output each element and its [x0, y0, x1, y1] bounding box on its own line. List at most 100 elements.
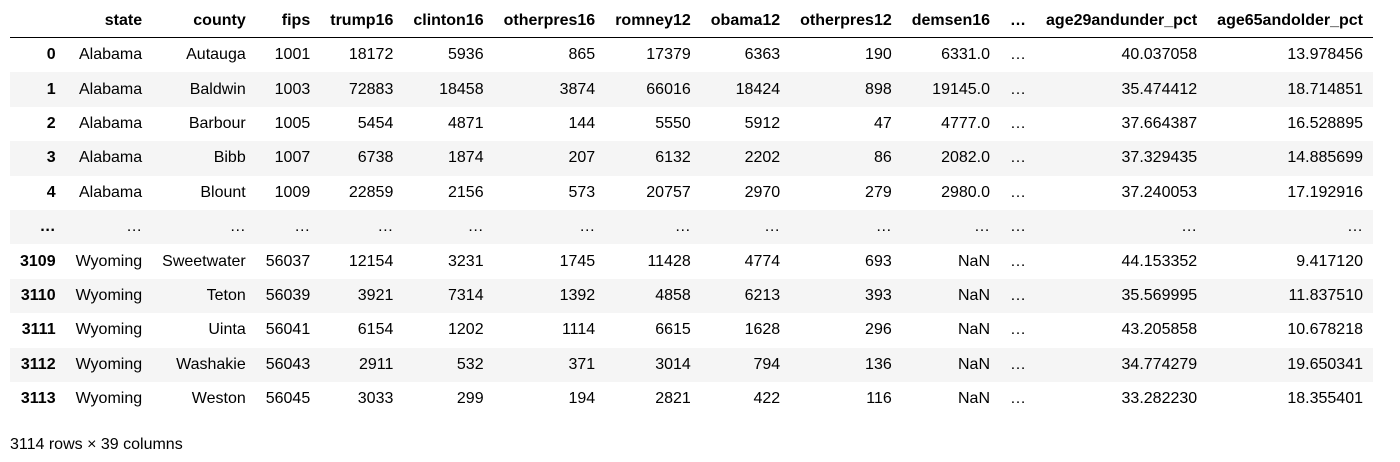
table-row: 3 Alabama Bibb 1007 6738 1874 207 6132 2202 86 208…: [10, 141, 1373, 176]
table-cell: 794: [753, 355, 781, 373]
table-cell: 6213: [744, 286, 781, 304]
table-cell: 898: [865, 80, 892, 98]
table-cell: 86: [873, 149, 892, 167]
table-cell: 693: [865, 252, 892, 270]
table-cell: Wyoming: [75, 252, 143, 270]
table-cell: …: [377, 218, 394, 236]
table-cell: …: [764, 218, 781, 236]
table-cell: 4774: [744, 252, 781, 270]
table-cell: 9.417120: [1296, 252, 1363, 270]
row-index: 4: [46, 183, 56, 201]
table-cell: …: [1181, 218, 1198, 236]
table-row: 2 Alabama Barbour 1005 5454 4871 144 5550 5912 47…: [10, 107, 1373, 141]
table-cell: 4858: [655, 286, 691, 304]
table-cell: NaN: [958, 286, 991, 304]
table-cell: Sweetwater: [162, 252, 246, 270]
column-header: age29andunder_pct: [1036, 4, 1208, 38]
table-cell: 35.474412: [1121, 80, 1198, 98]
table-cell: 3921: [357, 286, 394, 304]
table-cell: Wyoming: [75, 321, 143, 339]
index-header: [10, 4, 66, 38]
table-cell: 11428: [647, 252, 691, 270]
table-cell: 296: [865, 321, 892, 339]
table-cell: 865: [568, 46, 596, 64]
table-row: 3113 Wyoming Weston 56045 3033 299 194 2821 422 1…: [10, 382, 1373, 416]
table-cell: …: [1347, 218, 1363, 236]
table-cell: 1874: [448, 149, 484, 167]
table-cell: 56037: [265, 252, 311, 270]
table-cell: 18172: [348, 46, 394, 64]
table-cell: 1114: [561, 321, 596, 339]
table-cell: 3033: [357, 390, 394, 408]
table-cell: 10.678218: [1287, 321, 1363, 339]
table-cell: …: [1010, 390, 1027, 408]
table-cell: Bibb: [213, 149, 246, 167]
table-cell: 4871: [448, 114, 484, 132]
table-cell: …: [1010, 218, 1027, 236]
table-cell: 136: [865, 355, 892, 373]
table-cell: 573: [568, 183, 596, 201]
table-cell: 2082.0: [941, 149, 991, 167]
table-cell: 13.978456: [1287, 46, 1363, 64]
table-cell: 6615: [655, 321, 691, 339]
table-cell: 72883: [348, 80, 394, 98]
table-cell: Uinta: [208, 321, 246, 339]
table-cell: 2202: [744, 149, 781, 167]
table-cell: 56039: [265, 286, 311, 304]
table-cell: 1001: [274, 46, 311, 64]
table-row: 3110 Wyoming Teton 56039 3921 7314 1392 4858 621…: [10, 278, 1373, 314]
column-header: romney12: [605, 4, 701, 38]
table-row: 3111 Wyoming Uinta 56041 6154 1202 1114 6615 162…: [10, 313, 1373, 347]
row-index: 0: [46, 46, 56, 64]
table-cell: 66016: [646, 80, 691, 98]
table-cell: Wyoming: [75, 286, 143, 304]
table-cell: Alabama: [78, 80, 143, 98]
dataframe-table: state county fips trump16 clinton16 otherpres…: [10, 4, 1373, 416]
column-header: trump16: [320, 4, 404, 38]
table-cell: 1745: [559, 252, 596, 270]
table-cell: 5550: [655, 114, 691, 132]
table-cell: 2970: [744, 183, 781, 201]
table-cell: 19.650341: [1287, 355, 1363, 373]
table-cell: 207: [568, 149, 596, 167]
table-row: 3112 Wyoming Washakie 56043 2911 532 371 3014 79…: [10, 347, 1373, 382]
table-cell: …: [1010, 355, 1027, 373]
table-cell: 4777.0: [941, 114, 991, 132]
table-cell: 43.205858: [1121, 321, 1198, 339]
table-cell: 1005: [274, 114, 311, 132]
table-cell: …: [294, 218, 311, 236]
column-header: county: [152, 4, 256, 38]
table-row: 3109 Wyoming Sweetwater 56037 12154 3231 1745 1…: [10, 244, 1373, 278]
column-header: fips: [255, 4, 321, 38]
table-cell: NaN: [958, 252, 991, 270]
table-row: ……………………………………: [10, 209, 1373, 245]
table-cell: 190: [865, 46, 892, 64]
table-cell: …: [1010, 80, 1027, 98]
table-cell: 47: [873, 114, 892, 132]
row-index: 3113: [20, 390, 56, 408]
table-cell: …: [1010, 114, 1027, 132]
table-cell: 56043: [265, 355, 311, 373]
table-row: 4 Alabama Blount 1009 22859 2156 573 20757 2970 2…: [10, 176, 1373, 210]
table-cell: 35.569995: [1121, 286, 1198, 304]
table-cell: …: [1010, 321, 1027, 339]
table-cell: 18.355401: [1287, 390, 1363, 408]
table-cell: 19145.0: [932, 80, 991, 98]
table-cell: 18424: [735, 80, 781, 98]
row-index: 3112: [20, 355, 56, 373]
table-cell: Alabama: [78, 183, 143, 201]
table-cell: 116: [866, 390, 892, 408]
table-cell: 16.528895: [1287, 114, 1363, 132]
column-header: obama12: [700, 4, 791, 38]
row-index: 3: [46, 149, 56, 167]
table-cell: 194: [568, 390, 596, 408]
table-cell: …: [467, 218, 484, 236]
table-cell: NaN: [958, 321, 991, 339]
table-cell: 6132: [655, 149, 691, 167]
table-cell: 1009: [274, 183, 311, 201]
table-cell: 3231: [448, 252, 484, 270]
table-cell: 2911: [358, 355, 394, 373]
table-cell: 17379: [646, 46, 691, 64]
table-cell: NaN: [958, 390, 991, 408]
column-header: otherpres12: [790, 4, 902, 38]
